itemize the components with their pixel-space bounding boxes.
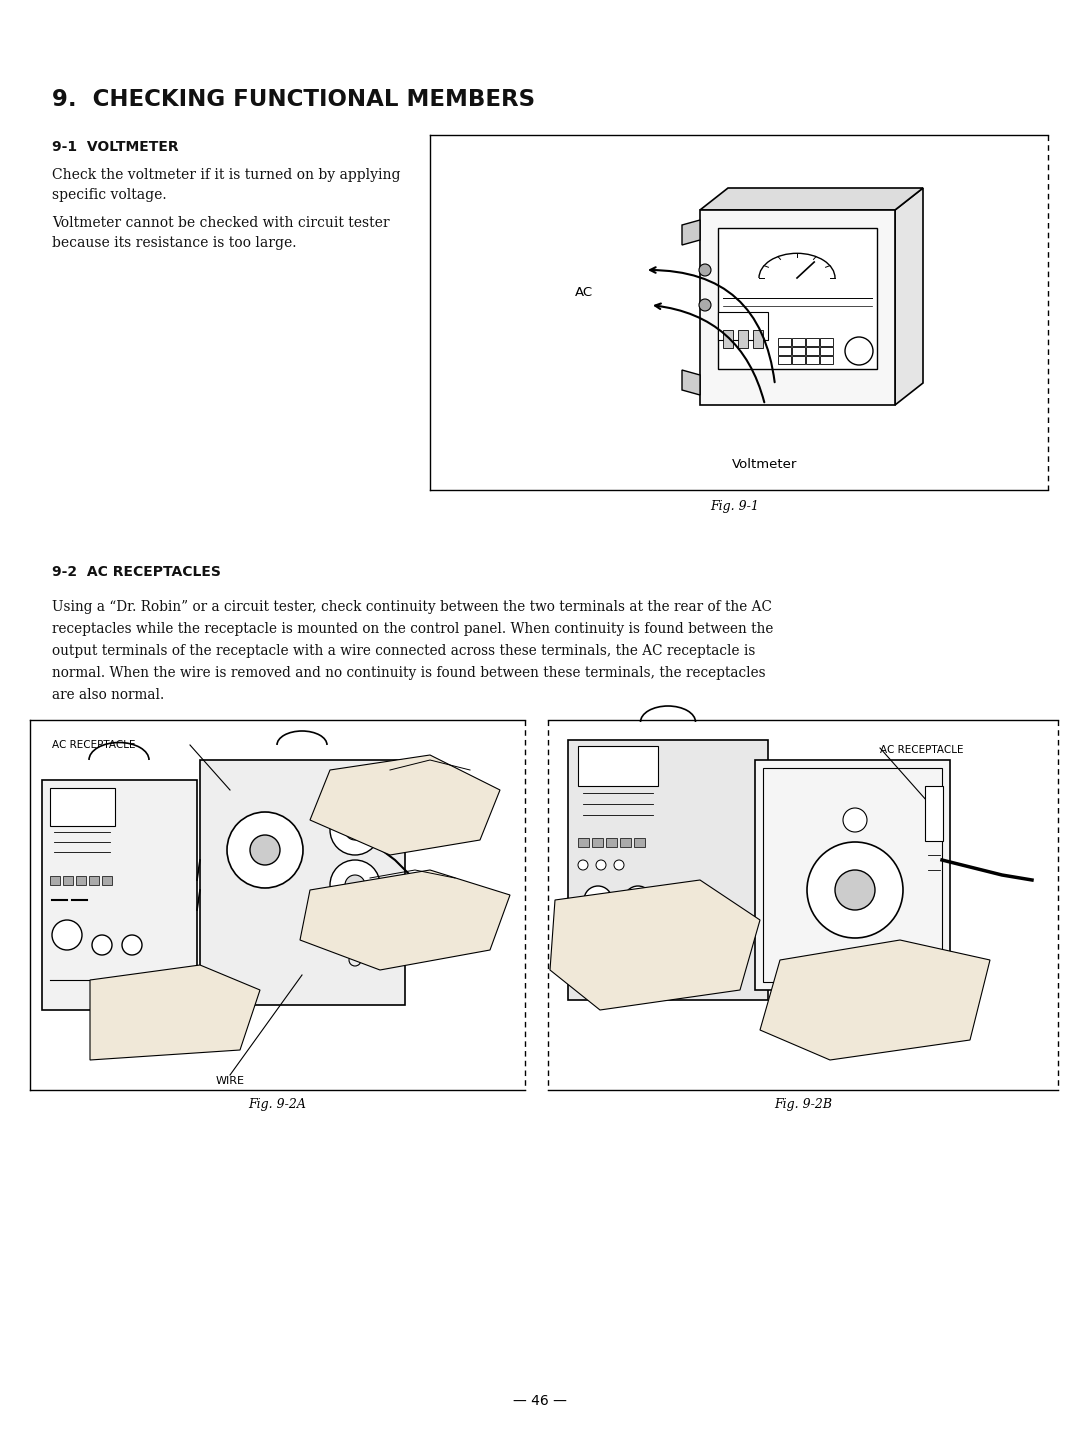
Bar xyxy=(778,347,791,355)
Polygon shape xyxy=(550,880,760,1010)
Bar xyxy=(792,338,805,345)
Bar xyxy=(820,347,833,355)
Text: Check the voltmeter if it is turned on by applying
specific voltage.: Check the voltmeter if it is turned on b… xyxy=(52,168,401,202)
Bar xyxy=(50,788,114,825)
Polygon shape xyxy=(718,228,877,370)
Circle shape xyxy=(845,337,873,365)
Polygon shape xyxy=(700,211,895,406)
Text: 9-1  VOLTMETER: 9-1 VOLTMETER xyxy=(52,140,178,153)
Polygon shape xyxy=(755,759,950,990)
Text: output terminals of the receptacle with a wire connected across these terminals,: output terminals of the receptacle with … xyxy=(52,643,755,658)
Text: Using a “Dr. Robin” or a circuit tester, check continuity between the two termin: Using a “Dr. Robin” or a circuit tester,… xyxy=(52,600,772,613)
Circle shape xyxy=(122,934,141,954)
Bar xyxy=(753,330,762,348)
Circle shape xyxy=(578,860,588,870)
Circle shape xyxy=(596,860,606,870)
Circle shape xyxy=(584,886,612,914)
Text: 9-2  AC RECEPTACLES: 9-2 AC RECEPTACLES xyxy=(52,565,221,579)
Bar xyxy=(102,876,112,886)
Circle shape xyxy=(249,835,280,866)
Text: Fig. 9-2A: Fig. 9-2A xyxy=(248,1098,306,1111)
Bar xyxy=(820,355,833,364)
Bar xyxy=(806,338,819,345)
Bar xyxy=(592,838,603,847)
Bar xyxy=(806,355,819,364)
Polygon shape xyxy=(700,188,923,211)
Circle shape xyxy=(843,808,867,833)
Bar xyxy=(330,901,380,941)
Polygon shape xyxy=(895,188,923,406)
Circle shape xyxy=(330,860,380,910)
Text: WIRE: WIRE xyxy=(216,1076,244,1086)
Polygon shape xyxy=(310,755,500,856)
Circle shape xyxy=(807,843,903,939)
Circle shape xyxy=(699,264,711,277)
Circle shape xyxy=(624,886,652,914)
Circle shape xyxy=(345,876,365,896)
Bar xyxy=(50,876,60,886)
Bar xyxy=(820,338,833,345)
Text: Fig. 9-2B: Fig. 9-2B xyxy=(774,1098,832,1111)
Polygon shape xyxy=(760,940,990,1060)
Polygon shape xyxy=(42,780,197,1010)
Polygon shape xyxy=(200,759,405,1005)
Text: 9.  CHECKING FUNCTIONAL MEMBERS: 9. CHECKING FUNCTIONAL MEMBERS xyxy=(52,87,535,110)
Circle shape xyxy=(330,805,380,856)
Bar xyxy=(578,747,658,785)
Circle shape xyxy=(699,299,711,311)
Text: Voltmeter: Voltmeter xyxy=(732,459,798,471)
Polygon shape xyxy=(681,370,700,396)
Text: — 46 —: — 46 — xyxy=(513,1394,567,1409)
Bar xyxy=(792,347,805,355)
Circle shape xyxy=(615,860,624,870)
Text: AC RECEPTACLE: AC RECEPTACLE xyxy=(880,745,963,755)
Bar xyxy=(606,838,617,847)
Bar xyxy=(620,838,631,847)
Bar xyxy=(76,876,86,886)
Text: are also normal.: are also normal. xyxy=(52,688,164,702)
Polygon shape xyxy=(568,739,768,1000)
Text: Fig. 9-1: Fig. 9-1 xyxy=(711,500,759,513)
Polygon shape xyxy=(90,964,260,1060)
Text: AC RECEPTACLE: AC RECEPTACLE xyxy=(52,739,135,749)
Text: normal. When the wire is removed and no continuity is found between these termin: normal. When the wire is removed and no … xyxy=(52,666,766,681)
Bar xyxy=(806,347,819,355)
Bar xyxy=(578,838,589,847)
Bar xyxy=(723,330,733,348)
Bar xyxy=(89,876,99,886)
Bar xyxy=(738,330,748,348)
Text: receptacles while the receptacle is mounted on the control panel. When continuit: receptacles while the receptacle is moun… xyxy=(52,622,773,636)
Bar xyxy=(634,838,645,847)
Bar xyxy=(778,355,791,364)
Polygon shape xyxy=(300,870,510,970)
Polygon shape xyxy=(681,221,700,245)
Circle shape xyxy=(835,870,875,910)
Bar xyxy=(924,785,943,841)
Bar xyxy=(792,355,805,364)
Text: AC: AC xyxy=(575,285,593,298)
Circle shape xyxy=(52,920,82,950)
Text: Voltmeter cannot be checked with circuit tester
because its resistance is too la: Voltmeter cannot be checked with circuit… xyxy=(52,216,390,249)
Circle shape xyxy=(345,820,365,840)
Bar xyxy=(63,876,73,886)
Bar xyxy=(718,312,768,340)
Bar xyxy=(778,338,791,345)
Circle shape xyxy=(227,813,303,888)
Circle shape xyxy=(92,934,112,954)
